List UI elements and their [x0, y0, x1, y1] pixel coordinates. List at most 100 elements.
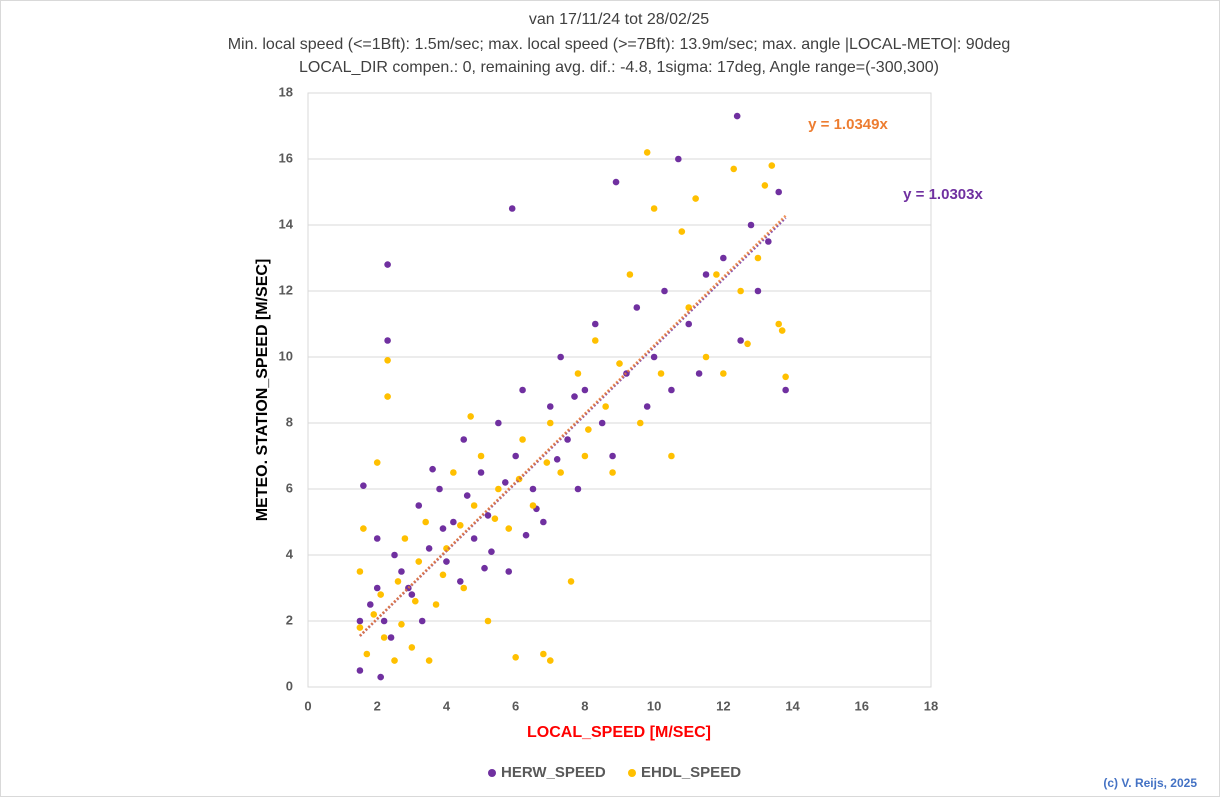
point [720, 370, 727, 377]
point [678, 228, 686, 235]
point [661, 287, 668, 295]
point [436, 485, 443, 493]
legend-marker [628, 769, 636, 777]
point [574, 485, 582, 493]
point [657, 370, 665, 377]
point [408, 644, 416, 651]
point [481, 564, 488, 572]
point [425, 657, 433, 664]
point [685, 320, 693, 328]
point [470, 502, 478, 509]
point [391, 551, 398, 559]
point [415, 558, 423, 565]
point [356, 617, 364, 625]
y-tick-label: 10 [279, 348, 293, 363]
point [529, 485, 537, 493]
point [398, 621, 405, 628]
point [557, 469, 564, 476]
point [512, 452, 519, 460]
y-tick-label: 18 [279, 84, 293, 99]
x-tick-label: 14 [785, 698, 800, 713]
point [609, 452, 616, 460]
point [668, 386, 675, 394]
x-tick-label: 12 [716, 698, 730, 713]
point [782, 373, 789, 381]
point [456, 578, 464, 585]
point [439, 525, 447, 532]
point [488, 548, 495, 555]
point [581, 452, 589, 460]
point [643, 403, 651, 410]
legend-label: HERW_SPEED [501, 764, 606, 781]
point [501, 479, 509, 486]
plot-border [307, 92, 932, 688]
y-tick-label: 12 [279, 282, 293, 297]
point [439, 571, 447, 579]
point [477, 452, 485, 460]
point [713, 271, 720, 278]
point [408, 591, 416, 598]
point [574, 370, 582, 377]
chart-subtitle: Min. local speed (<=1Bft): 1.5m/sec; max… [228, 36, 1011, 53]
point [377, 591, 384, 598]
point [733, 112, 741, 120]
point [380, 617, 388, 625]
point [730, 165, 738, 173]
point [591, 337, 599, 344]
point [505, 568, 513, 575]
y-axis-label: METEO. STATION_SPEED [M/SEC] [254, 259, 271, 522]
point [546, 403, 554, 410]
point [425, 545, 433, 552]
point [443, 558, 450, 565]
point [398, 568, 405, 575]
point [609, 469, 616, 476]
point [491, 515, 499, 522]
point [370, 611, 378, 618]
y-tick-label: 4 [286, 546, 294, 561]
point [702, 353, 710, 361]
x-axis-label: LOCAL_SPEED [M/SEC] [527, 724, 711, 741]
point [553, 456, 561, 463]
x-tick-label: 16 [855, 698, 869, 713]
y-tick-label: 2 [286, 612, 293, 627]
point [360, 482, 367, 490]
point [546, 657, 554, 664]
point [695, 370, 703, 377]
point [384, 357, 391, 364]
point [360, 525, 367, 532]
point [415, 502, 423, 509]
point [602, 403, 609, 410]
point [571, 393, 578, 400]
point [519, 436, 526, 443]
point [373, 584, 381, 592]
point [675, 155, 682, 163]
point [367, 601, 374, 608]
point [411, 597, 419, 605]
point [546, 419, 554, 427]
x-tick-label: 18 [924, 698, 938, 713]
x-tick-label: 4 [443, 698, 451, 713]
point [775, 188, 783, 196]
point [778, 327, 786, 334]
y-tick-label: 16 [279, 150, 293, 165]
point [477, 469, 485, 476]
point [384, 393, 391, 400]
point [377, 673, 384, 681]
point [754, 254, 762, 262]
point [737, 337, 744, 344]
point [585, 426, 592, 433]
point [450, 518, 457, 526]
trendline [359, 216, 787, 637]
point [470, 535, 478, 542]
point [384, 337, 391, 344]
trendline-label: y = 1.0303x [903, 186, 983, 203]
point [540, 518, 547, 526]
point [512, 654, 519, 661]
point [422, 518, 429, 526]
point [616, 360, 623, 367]
point [522, 531, 530, 539]
x-tick-label: 0 [304, 698, 311, 713]
credit: (c) V. Reijs, 2025 [1103, 776, 1197, 790]
point [567, 578, 575, 585]
